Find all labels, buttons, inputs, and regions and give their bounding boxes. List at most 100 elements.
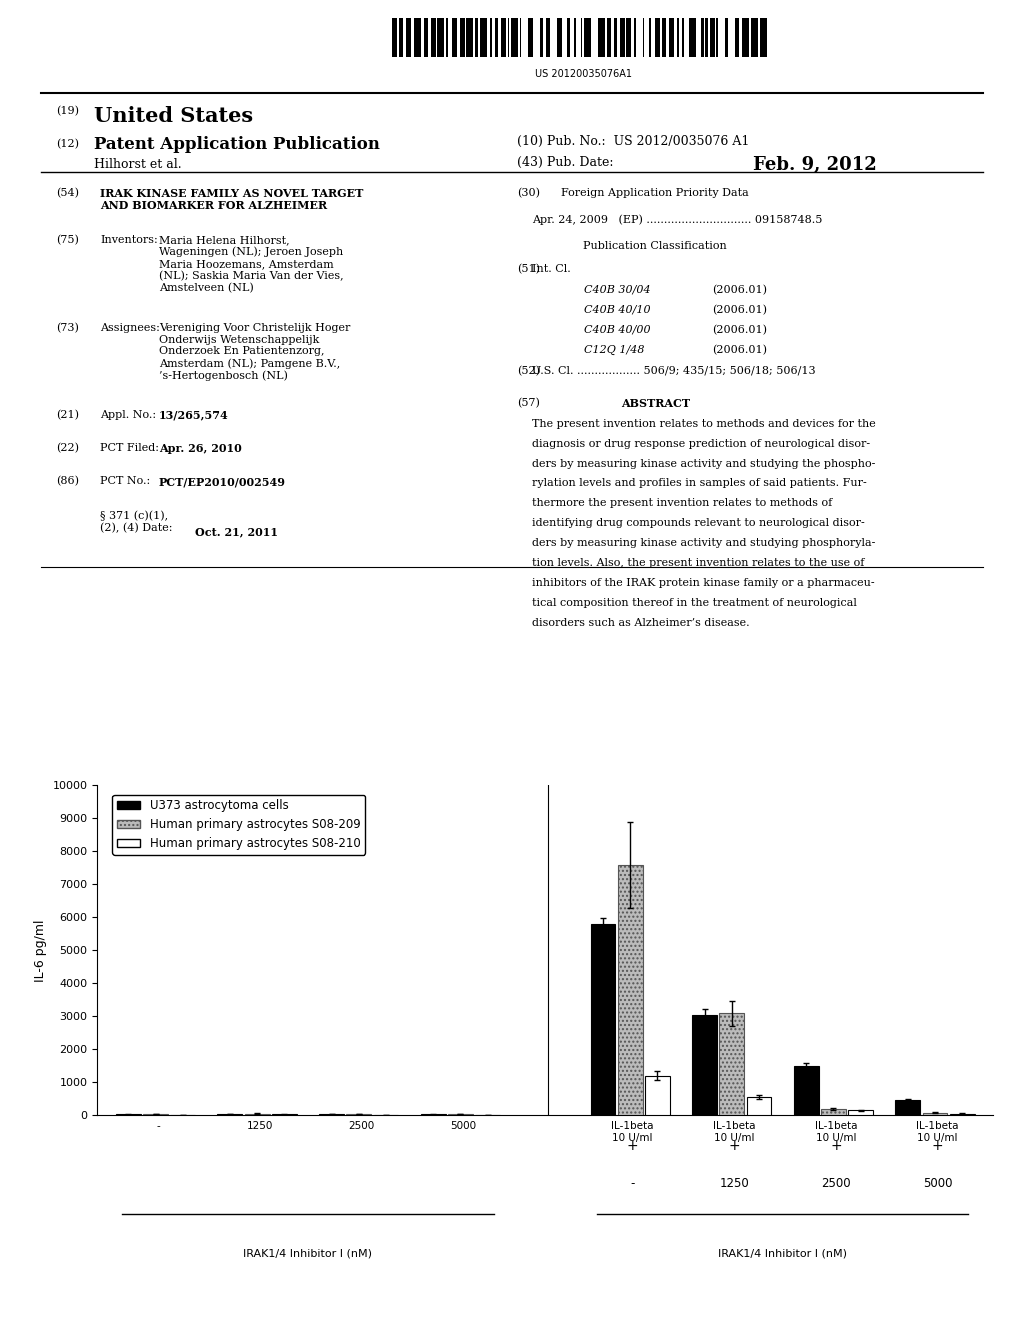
Text: (2006.01): (2006.01)	[712, 285, 767, 296]
Text: Patent Application Publication: Patent Application Publication	[94, 136, 380, 153]
Text: +: +	[830, 1139, 842, 1152]
Bar	[606, 17, 611, 58]
Text: United States: United States	[94, 106, 253, 125]
Text: ders by measuring kinase activity and studying the phospho-: ders by measuring kinase activity and st…	[532, 458, 876, 469]
Bar	[414, 17, 421, 58]
Bar	[540, 17, 543, 58]
Text: PCT No.:: PCT No.:	[100, 477, 151, 486]
Text: C12Q 1/48: C12Q 1/48	[584, 345, 644, 355]
Bar	[725, 17, 728, 58]
Text: 5000: 5000	[923, 1177, 952, 1191]
Bar	[627, 17, 631, 58]
Bar	[794, 1067, 818, 1115]
Bar	[821, 1109, 846, 1115]
Bar	[392, 17, 397, 58]
Bar	[424, 17, 428, 58]
Text: ders by measuring kinase activity and studying phosphoryla-: ders by measuring kinase activity and st…	[532, 539, 876, 548]
Bar	[634, 17, 636, 58]
Text: (43) Pub. Date:: (43) Pub. Date:	[517, 156, 613, 169]
Bar	[511, 17, 518, 58]
Bar	[566, 17, 569, 58]
Text: 13/265,574: 13/265,574	[159, 409, 228, 421]
Text: rylation levels and profiles in samples of said patients. Fur-: rylation levels and profiles in samples …	[532, 479, 867, 488]
Text: (52): (52)	[517, 366, 540, 376]
Bar	[466, 17, 473, 58]
Text: disorders such as Alzheimer’s disease.: disorders such as Alzheimer’s disease.	[532, 618, 751, 628]
Text: IRAK KINASE FAMILY AS NOVEL TARGET
AND BIOMARKER FOR ALZHEIMER: IRAK KINASE FAMILY AS NOVEL TARGET AND B…	[100, 187, 364, 211]
Text: Appl. No.:: Appl. No.:	[100, 409, 157, 420]
Text: tical composition thereof in the treatment of neurological: tical composition thereof in the treatme…	[532, 598, 857, 609]
Text: 1250: 1250	[720, 1177, 750, 1191]
Bar	[398, 17, 403, 58]
Bar	[617, 865, 643, 1115]
Bar	[508, 17, 509, 58]
Text: U.S. Cl. .................. 506/9; 435/15; 506/18; 506/13: U.S. Cl. .................. 506/9; 435/1…	[532, 366, 816, 376]
Text: (75): (75)	[56, 235, 79, 246]
Legend: U373 astrocytoma cells, Human primary astrocytes S08-209, Human primary astrocyt: U373 astrocytoma cells, Human primary as…	[113, 795, 366, 855]
Text: (86): (86)	[56, 477, 79, 487]
Bar	[581, 17, 583, 58]
Bar	[446, 17, 447, 58]
Bar	[692, 1015, 717, 1115]
Text: +: +	[728, 1139, 740, 1152]
Text: (73): (73)	[56, 323, 79, 334]
Text: Apr. 24, 2009   (EP) .............................. 09158748.5: Apr. 24, 2009 (EP) .....................…	[532, 214, 823, 224]
Bar	[751, 17, 758, 58]
Text: (2006.01): (2006.01)	[712, 305, 767, 315]
Text: Assignees:: Assignees:	[100, 323, 160, 333]
Bar	[662, 17, 667, 58]
Text: identifying drug compounds relevant to neurological disor-: identifying drug compounds relevant to n…	[532, 519, 865, 528]
Text: PCT Filed:: PCT Filed:	[100, 442, 160, 453]
Text: Oct. 21, 2011: Oct. 21, 2011	[195, 525, 278, 537]
Text: -: -	[631, 1177, 635, 1191]
Bar	[496, 17, 499, 58]
Bar	[598, 17, 605, 58]
Text: Publication Classification: Publication Classification	[584, 242, 727, 251]
Bar	[489, 17, 493, 58]
Text: Feb. 9, 2012: Feb. 9, 2012	[753, 156, 877, 174]
Text: Hilhorst et al.: Hilhorst et al.	[94, 158, 182, 172]
Bar	[950, 1114, 975, 1115]
Text: (54): (54)	[56, 187, 79, 198]
Text: (19): (19)	[56, 106, 79, 116]
Text: § 371 (c)(1),
(2), (4) Date:: § 371 (c)(1), (2), (4) Date:	[100, 511, 173, 533]
Text: (2006.01): (2006.01)	[712, 345, 767, 355]
Bar	[645, 1076, 670, 1115]
Text: thermore the present invention relates to methods of: thermore the present invention relates t…	[532, 499, 833, 508]
Bar	[217, 1114, 243, 1115]
Text: (22): (22)	[56, 442, 79, 453]
Text: The present invention relates to methods and devices for the: The present invention relates to methods…	[532, 418, 877, 429]
Text: ABSTRACT: ABSTRACT	[621, 399, 690, 409]
Bar	[528, 17, 534, 58]
Bar	[453, 17, 457, 58]
Bar	[720, 1014, 744, 1115]
Text: Int. Cl.: Int. Cl.	[532, 264, 571, 275]
Bar	[501, 17, 506, 58]
Text: (30): (30)	[517, 187, 540, 198]
Bar	[574, 17, 575, 58]
Text: Foreign Application Priority Data: Foreign Application Priority Data	[561, 187, 750, 198]
Text: Vereniging Voor Christelijk Hoger
Onderwijs Wetenschappelijk
Onderzoek En Patien: Vereniging Voor Christelijk Hoger Onderw…	[159, 323, 350, 381]
Bar	[431, 17, 435, 58]
Text: inhibitors of the IRAK protein kinase family or a pharmaceu-: inhibitors of the IRAK protein kinase fa…	[532, 578, 876, 587]
Bar	[717, 17, 718, 58]
Text: C40B 40/00: C40B 40/00	[584, 325, 650, 334]
Bar	[742, 17, 750, 58]
Text: tion levels. Also, the present invention relates to the use of: tion levels. Also, the present invention…	[532, 558, 865, 568]
Text: US 20120035076A1: US 20120035076A1	[536, 69, 632, 79]
Bar	[746, 1097, 771, 1115]
Bar	[689, 17, 696, 58]
Text: (57): (57)	[517, 399, 540, 408]
Bar	[460, 17, 465, 58]
Bar	[643, 17, 644, 58]
Text: (51): (51)	[517, 264, 540, 275]
Bar	[591, 924, 615, 1115]
Text: C40B 30/04: C40B 30/04	[584, 285, 650, 294]
Text: Inventors:: Inventors:	[100, 235, 158, 246]
Bar	[895, 1100, 921, 1115]
Bar	[479, 17, 486, 58]
Bar	[655, 17, 660, 58]
Text: (21): (21)	[56, 409, 79, 420]
Bar	[649, 17, 651, 58]
Text: (2006.01): (2006.01)	[712, 325, 767, 335]
